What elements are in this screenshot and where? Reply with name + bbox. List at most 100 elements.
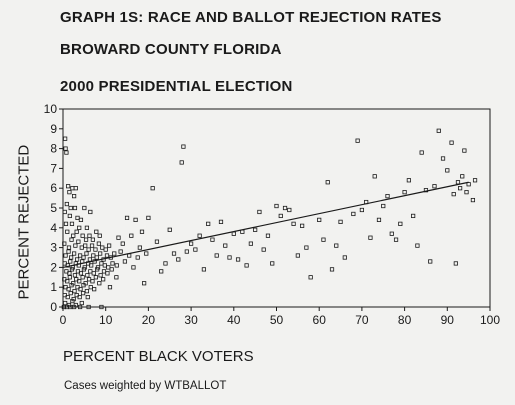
data-point [197,233,202,238]
data-point [116,235,121,240]
y-tick-label: 0 [50,300,57,314]
data-point [69,237,74,242]
data-point [470,197,476,203]
data-point [423,188,429,193]
x-tick-label: 90 [441,313,455,327]
data-point [453,261,458,266]
data-point [402,190,407,195]
data-point [75,215,80,220]
data-point [85,294,90,300]
data-point [124,215,130,220]
data-point [94,255,99,260]
data-point [278,213,283,219]
y-tick-label: 9 [50,122,57,136]
data-point [65,294,70,300]
data-point [63,300,68,306]
data-point [300,223,305,228]
data-point [64,150,69,155]
data-point [97,281,102,286]
data-point [74,257,80,262]
y-tick-label: 10 [44,102,58,116]
fit-line-group [62,181,469,268]
y-tick-label: 3 [50,241,57,255]
data-point [67,190,72,195]
data-points [61,128,478,310]
data-point [304,245,309,250]
data-point [167,227,172,232]
data-point [74,229,79,234]
chart-title-line-2: BROWARD COUNTY FLORIDA [60,41,282,58]
data-point [188,241,194,246]
data-point [67,213,72,219]
data-point [72,289,77,294]
data-point [94,229,99,234]
data-point [104,253,110,258]
data-point [84,251,89,256]
data-point [139,229,145,234]
data-point [80,275,85,280]
data-point [210,237,215,242]
data-point [99,261,104,266]
data-point [455,180,461,185]
data-point [163,261,168,266]
x-tick-label: 100 [480,313,500,327]
x-axis-label: PERCENT BLACK VOTERS [63,348,254,365]
data-point [432,184,437,189]
data-point [142,281,147,286]
data-point [77,294,82,300]
data-point [86,277,92,282]
data-point [282,205,288,211]
data-point [235,257,241,262]
data-point [295,253,300,258]
data-point [91,253,96,258]
data-point [77,253,83,258]
data-point [253,227,258,232]
data-point [107,243,112,248]
data-point [69,267,75,272]
data-point [110,261,115,266]
data-point [114,263,119,268]
chart-title-line-1: GRAPH 1S: RACE AND BALLOT REJECTION RATE… [60,9,442,26]
data-point [308,275,313,280]
data-point [62,241,67,246]
data-point [393,237,399,242]
data-point [85,273,90,278]
data-point [214,253,219,258]
data-point [86,247,91,252]
chart-title-line-3: 2000 PRESIDENTIAL ELECTION [60,78,293,95]
data-point [109,267,114,272]
data-point [68,259,73,264]
x-tick-label: 10 [99,313,113,327]
data-point [97,233,102,238]
data-point [428,259,433,264]
data-point [171,251,177,256]
data-point [64,201,69,207]
data-point [137,245,142,250]
data-point [135,255,140,260]
data-point [265,233,271,238]
data-point [101,277,106,282]
data-point [120,241,125,246]
data-point [317,217,322,222]
data-point [61,304,66,310]
data-point [223,243,228,248]
data-point [63,221,69,226]
data-point [77,304,83,310]
data-point [146,215,151,220]
data-point [270,261,275,266]
data-point [114,275,119,280]
data-point [154,239,160,244]
data-point [67,275,72,280]
data-point [184,249,189,254]
data-point [79,300,84,306]
data-point [92,287,97,292]
data-point [449,140,454,145]
data-point [70,186,75,191]
x-tick-label: 0 [60,313,67,327]
data-point [398,221,403,226]
data-point [66,184,71,189]
data-point [103,247,108,252]
data-point [257,209,262,215]
data-point [334,243,339,248]
data-point [462,148,467,153]
